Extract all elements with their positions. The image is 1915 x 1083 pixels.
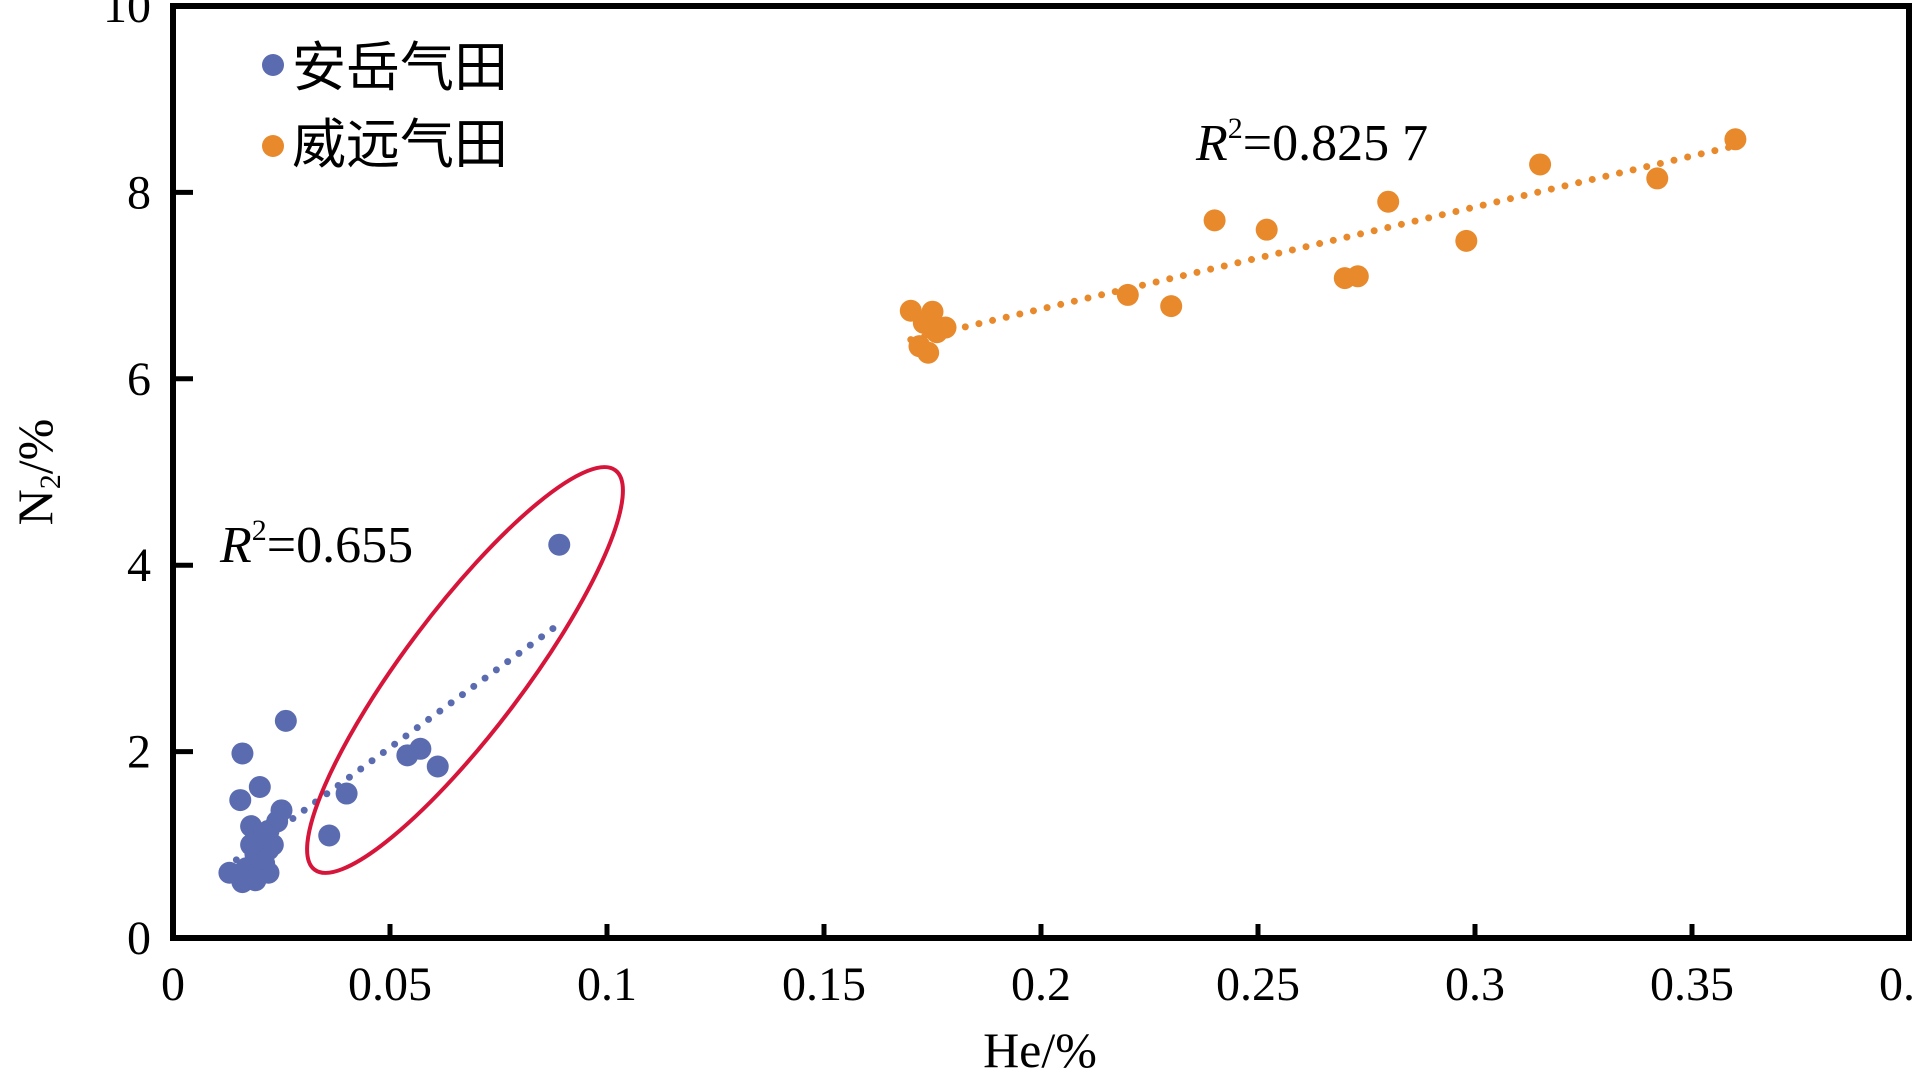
data-point (934, 316, 957, 339)
data-point (335, 782, 358, 805)
x-tick-label: 0.35 (1650, 958, 1734, 1011)
legend-marker-anyue (262, 54, 284, 76)
data-point (548, 533, 571, 556)
data-point (1529, 153, 1552, 176)
x-tick-label: 0.15 (782, 958, 866, 1011)
data-point (274, 709, 297, 732)
r2-label-anyue: R2=0.655 (219, 514, 413, 574)
data-point (409, 737, 432, 760)
data-point (318, 824, 341, 847)
y-tick-label: 0 (127, 912, 151, 965)
x-tick-label: 0.3 (1445, 958, 1505, 1011)
data-point (231, 742, 254, 765)
legend: 安岳气田 威远气田 (262, 38, 508, 175)
y-tick-label: 4 (127, 539, 151, 592)
legend-label-weiyuan: 威远气田 (292, 115, 508, 175)
x-tick-label: 0.2 (1011, 958, 1071, 1011)
data-point (1203, 209, 1226, 232)
y-axis-label: N2/% (7, 419, 67, 526)
data-point (1724, 128, 1747, 151)
data-point (1346, 265, 1369, 288)
data-point (426, 755, 449, 778)
data-point (1455, 229, 1478, 252)
data-point (229, 789, 252, 812)
y-tick-label: 2 (127, 726, 151, 779)
y-tick-label: 10 (103, 0, 151, 33)
data-point (1160, 295, 1183, 318)
data-point (917, 341, 940, 364)
data-point (1255, 218, 1278, 241)
legend-label-anyue: 安岳气田 (292, 38, 508, 98)
r2-label-weiyuan: R2=0.825 7 (1195, 112, 1428, 172)
x-axis-label: He/% (983, 1022, 1097, 1078)
trendline-1 (907, 142, 1739, 344)
x-tick-label: 0.25 (1216, 958, 1300, 1011)
x-tick-label: 0.1 (577, 958, 637, 1011)
data-point (1116, 283, 1139, 306)
data-point (912, 311, 935, 334)
legend-marker-weiyuan (262, 135, 284, 157)
x-tick-label: 0 (161, 958, 185, 1011)
highlight-ellipse (305, 465, 625, 875)
data-point (248, 776, 271, 799)
data-point (1377, 190, 1400, 213)
y-tick-label: 6 (127, 353, 151, 406)
y-tick-label: 8 (127, 166, 151, 219)
x-tick-label: 0.05 (348, 958, 432, 1011)
data-point (1646, 167, 1669, 190)
x-tick-label: 0.4 (1879, 958, 1915, 1011)
data-point (253, 822, 276, 845)
